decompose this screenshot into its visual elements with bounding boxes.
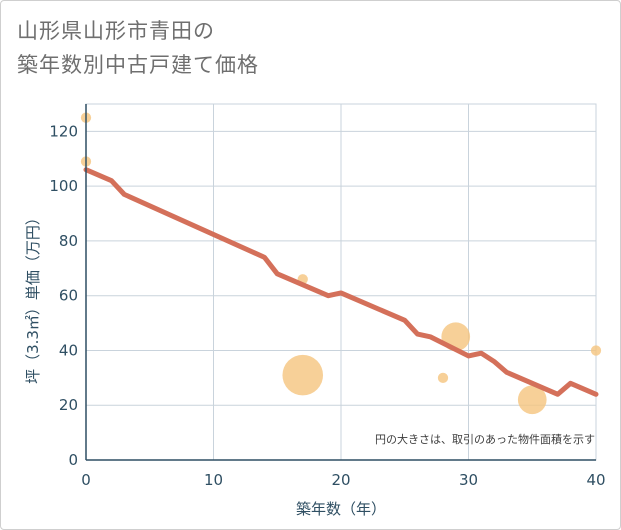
size-legend-note: 円の大きさは、取引のあった物件面積を示す [375,432,595,446]
trend-line [83,167,599,397]
y-tick-label: 120 [49,122,78,140]
x-tick-label: 30 [459,471,478,489]
x-tick-label: 40 [586,471,605,489]
bubble-point [437,372,449,383]
y-tick-label: 100 [49,177,78,195]
bubble-point [282,354,324,396]
x-tick-label: 20 [331,471,350,489]
y-tick-label: 40 [59,341,78,359]
bubble-point [517,385,547,415]
x-axis-label: 築年数（年） [296,500,386,518]
y-tick-label: 0 [68,451,78,469]
y-tick-label: 60 [59,287,78,305]
chart-title-line2: 築年数別中古戸建て価格 [17,53,259,77]
chart-title: 山形県山形市青田の 築年数別中古戸建て価格 [17,14,259,82]
y-tick-label: 80 [59,232,78,250]
grid [85,103,597,461]
bubble-layer [80,112,602,415]
y-tick-label: 20 [59,396,78,414]
chart-title-line1: 山形県山形市青田の [17,19,215,43]
axes: 0 10 20 30 40 0 20 40 60 80 100 120 [49,104,606,489]
x-tick-label: 10 [204,471,223,489]
x-tick-label: 0 [81,471,91,489]
bubble-point [590,345,602,356]
y-axis-label: 坪（3.3㎡）単価（万円） [24,210,42,384]
trend-layer [83,167,599,397]
